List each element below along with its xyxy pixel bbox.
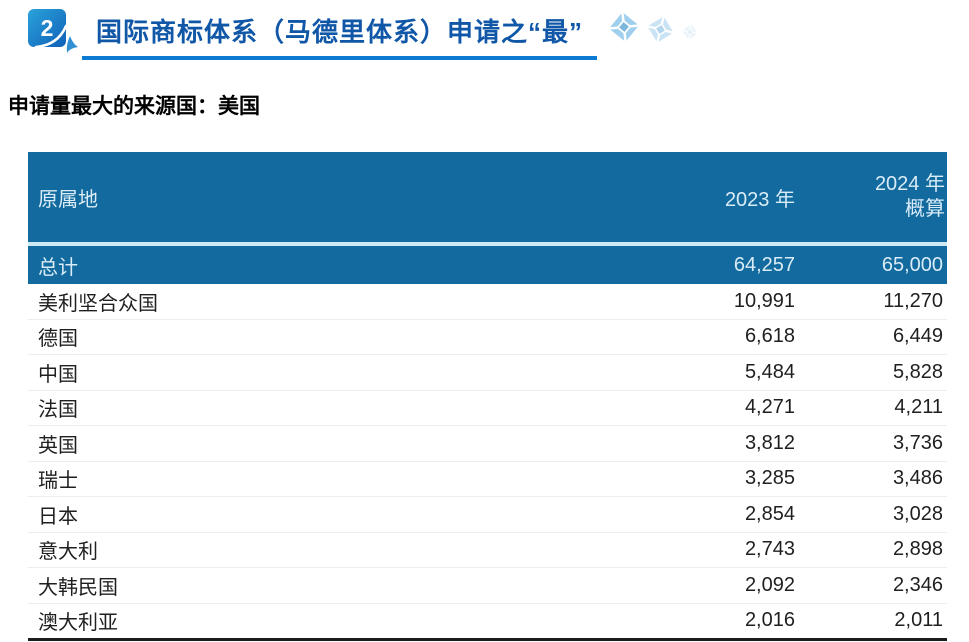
diamond-gem-icon bbox=[608, 11, 640, 43]
origin-cell: 总计 bbox=[38, 254, 78, 279]
value-2023: 2,854 bbox=[744, 502, 795, 525]
header-separator bbox=[28, 242, 947, 246]
decorative-diamonds bbox=[608, 11, 699, 43]
table-row: 英国 3,812 3,736 bbox=[28, 426, 947, 462]
origin-cell: 法国 bbox=[38, 397, 78, 422]
section-number-badge: 2 bbox=[26, 8, 78, 54]
value-2024: 3,028 bbox=[892, 502, 943, 525]
header-2024: 2024 年 bbox=[874, 173, 945, 195]
value-2023: 2,016 bbox=[744, 609, 795, 632]
section-header: 2 国际商标体系（马德里体系）申请之“最” bbox=[0, 0, 969, 60]
table-row: 日本 2,854 3,028 bbox=[28, 497, 947, 533]
table-row: 意大利 2,743 2,898 bbox=[28, 533, 947, 568]
value-2023: 10,991 bbox=[733, 289, 795, 312]
value-2023: 3,285 bbox=[744, 467, 795, 490]
table-row: 中国 5,484 5,828 bbox=[28, 355, 947, 391]
origin-cell: 中国 bbox=[38, 361, 78, 386]
diamond-gem-icon bbox=[647, 16, 674, 43]
badge-icon: 2 bbox=[28, 9, 78, 53]
value-2024: 2,346 bbox=[892, 573, 943, 596]
origin-cell: 意大利 bbox=[38, 539, 98, 564]
table-row: 大韩民国 2,092 2,346 bbox=[28, 568, 947, 604]
value-2023: 3,812 bbox=[744, 431, 795, 454]
value-2024: 65,000 bbox=[881, 253, 943, 276]
value-2023: 5,484 bbox=[744, 360, 795, 383]
table-caption: 申请量最大的来源国：美国 bbox=[8, 95, 260, 118]
origin-cell: 澳大利亚 bbox=[38, 610, 118, 635]
value-2024: 6,449 bbox=[892, 325, 943, 348]
diamond-gem-icon bbox=[682, 23, 699, 41]
origin-cell: 大韩民国 bbox=[38, 574, 118, 599]
table-row-total: 总计 64,257 65,000 bbox=[28, 246, 947, 284]
value-2023: 2,743 bbox=[744, 538, 795, 561]
origin-cell: 英国 bbox=[38, 432, 78, 457]
header-estimate: 概算 bbox=[905, 198, 945, 220]
header-origin: 原属地 bbox=[38, 186, 98, 211]
value-2023: 6,618 bbox=[744, 325, 795, 348]
value-2024: 11,270 bbox=[883, 289, 943, 312]
origin-cell: 日本 bbox=[38, 503, 78, 528]
origin-cell: 德国 bbox=[38, 326, 78, 351]
header-2024-estimate: 2024 年 概算 bbox=[799, 172, 947, 222]
table-header-row: 原属地 2023 年 2024 年 概算 bbox=[28, 152, 947, 242]
value-2024: 3,736 bbox=[892, 431, 943, 454]
value-2024: 2,898 bbox=[892, 538, 943, 561]
origin-cell: 美利坚合众国 bbox=[38, 290, 158, 315]
header-2023: 2023 年 bbox=[724, 188, 795, 211]
table-row: 法国 4,271 4,211 bbox=[28, 391, 947, 426]
value-2023: 64,257 bbox=[733, 253, 795, 276]
origin-cell: 瑞士 bbox=[38, 468, 78, 493]
value-2024: 2,011 bbox=[894, 609, 943, 632]
table-row: 德国 6,618 6,449 bbox=[28, 320, 947, 355]
value-2024: 5,828 bbox=[892, 360, 943, 383]
value-2023: 4,271 bbox=[744, 396, 795, 419]
value-2024: 3,486 bbox=[892, 467, 943, 490]
table-row: 美利坚合众国 10,991 11,270 bbox=[28, 284, 947, 320]
table-row: 澳大利亚 2,016 2,011 bbox=[28, 604, 947, 639]
value-2024: 4,211 bbox=[894, 396, 943, 419]
value-2023: 2,092 bbox=[744, 573, 795, 596]
page-title: 国际商标体系（马德里体系）申请之“最” bbox=[82, 8, 598, 60]
table-row: 瑞士 3,285 3,486 bbox=[28, 462, 947, 497]
applications-table: 原属地 2023 年 2024 年 概算 总计 64,257 65,000 美利… bbox=[28, 152, 947, 641]
section-number: 2 bbox=[41, 15, 54, 41]
